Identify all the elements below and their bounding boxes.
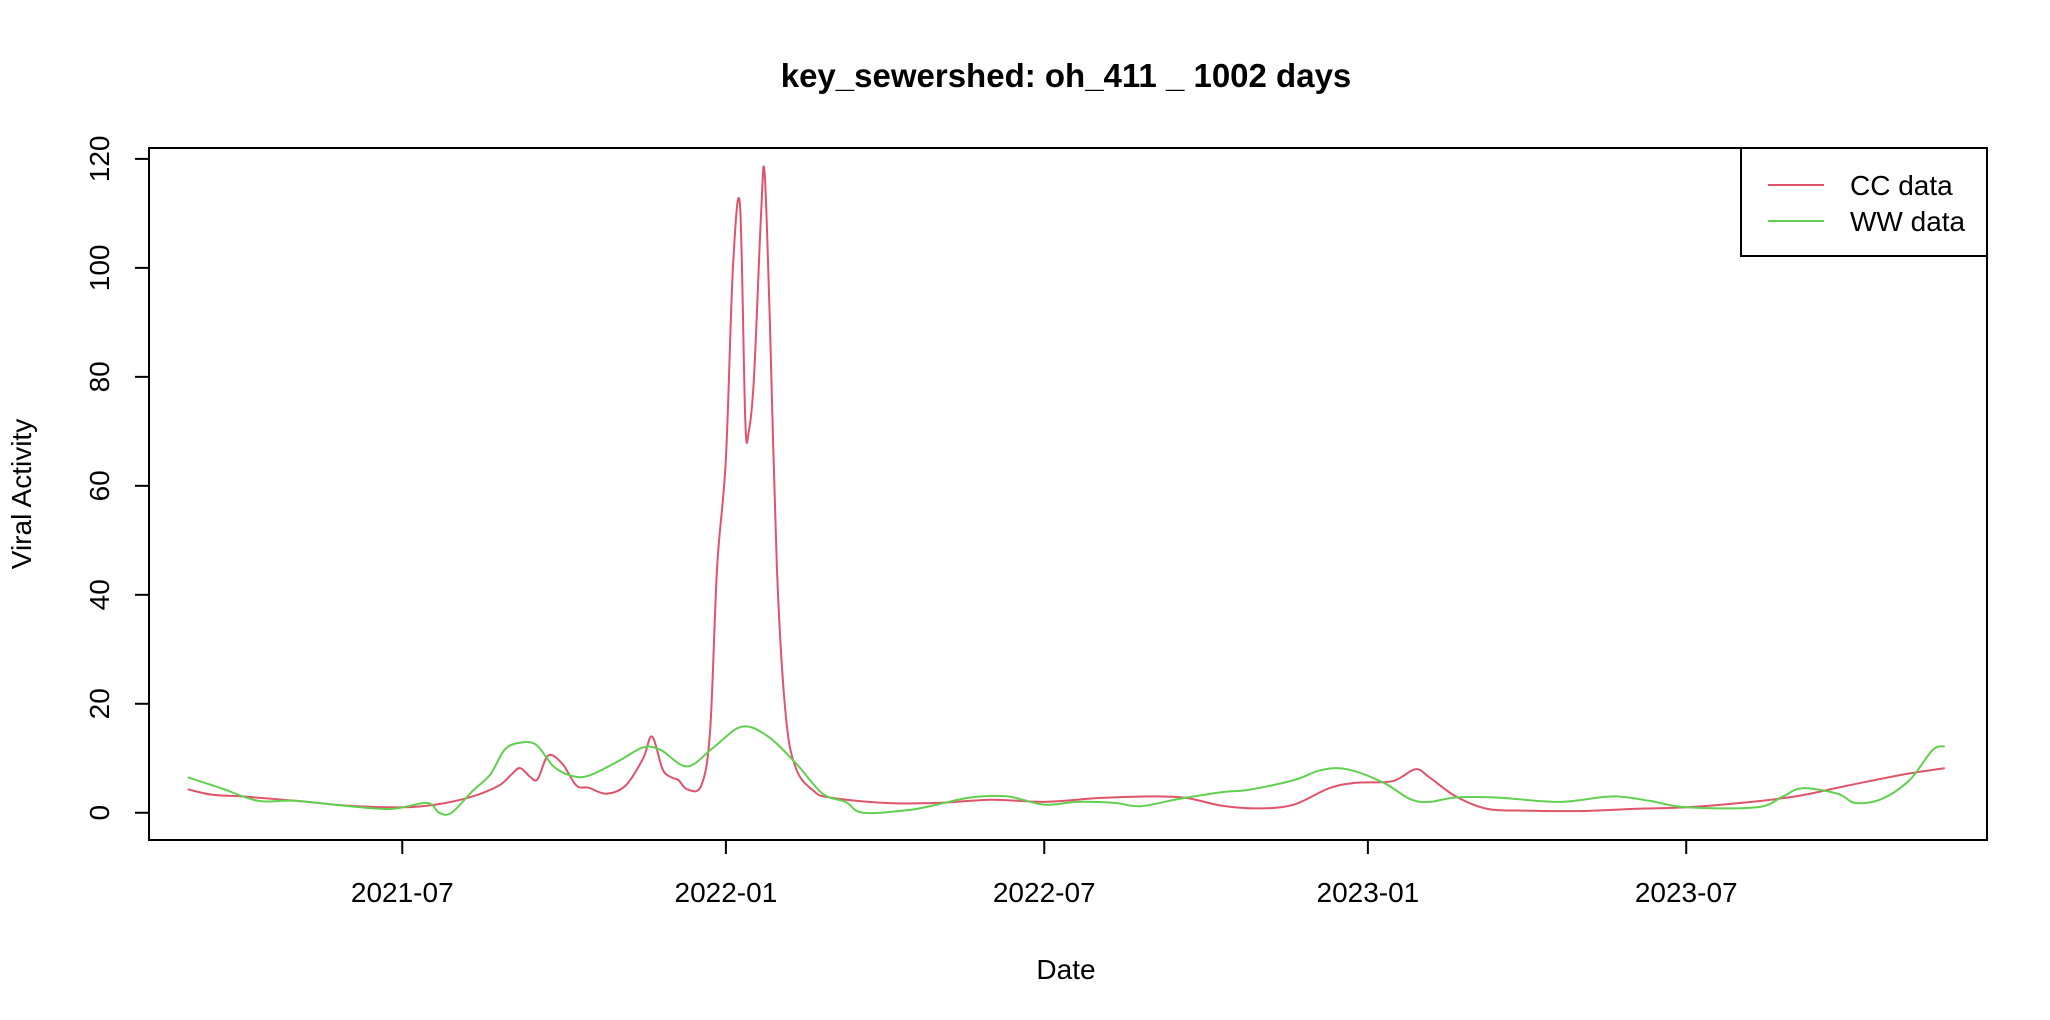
legend-label-cc-data: CC data bbox=[1850, 170, 1953, 201]
x-axis-label: Date bbox=[1036, 954, 1095, 985]
y-tick-label: 60 bbox=[84, 470, 115, 501]
y-axis: 0 20 40 60 80 100 120 bbox=[84, 136, 150, 821]
x-tick-label: 2023-01 bbox=[1317, 877, 1420, 908]
y-tick-label: 40 bbox=[84, 579, 115, 610]
x-tick-label: 2023-07 bbox=[1635, 877, 1738, 908]
y-tick-label: 0 bbox=[84, 805, 115, 821]
y-tick-label: 20 bbox=[84, 688, 115, 719]
x-tick-label: 2022-07 bbox=[993, 877, 1096, 908]
chart-title: key_sewershed: oh_411 _ 1002 days bbox=[781, 57, 1352, 94]
plot-frame bbox=[148, 147, 1988, 841]
y-tick-label: 100 bbox=[84, 245, 115, 292]
legend-label-ww-data: WW data bbox=[1850, 206, 1966, 237]
x-tick-label: 2021-07 bbox=[351, 877, 454, 908]
y-tick-label: 80 bbox=[84, 361, 115, 392]
series-lines bbox=[187, 165, 1946, 816]
x-axis: 2021-07 2022-01 2022-07 2023-01 2023-07 bbox=[351, 839, 1738, 908]
series-line-ww-data bbox=[187, 725, 1946, 816]
y-tick-label: 120 bbox=[84, 136, 115, 183]
series-line-cc-data bbox=[187, 165, 1945, 813]
x-tick-label: 2022-01 bbox=[675, 877, 778, 908]
legend: CC data WW data bbox=[1740, 147, 1988, 257]
y-axis-label: Viral Activity bbox=[6, 419, 37, 569]
legend-box bbox=[1740, 147, 1988, 257]
